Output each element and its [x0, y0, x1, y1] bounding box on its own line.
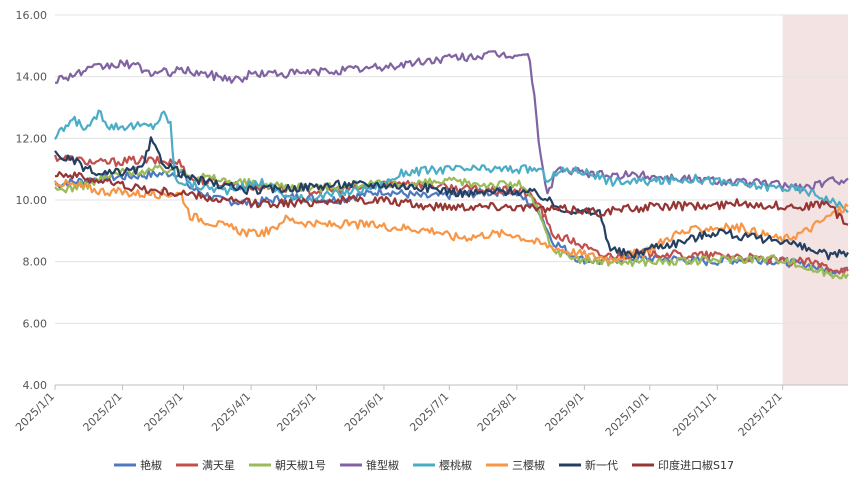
- x-tick-label: 2025/5/1: [274, 390, 318, 434]
- series-line-2: [54, 164, 849, 280]
- series-line-6: [54, 136, 849, 261]
- y-tick-label: 16.00: [16, 9, 48, 22]
- legend-label: 朝天椒1号: [275, 458, 326, 472]
- x-tick-label: 2025/2/1: [81, 390, 125, 434]
- y-tick-label: 10.00: [16, 194, 48, 207]
- series-line-5: [53, 178, 849, 264]
- y-tick-label: 6.00: [23, 317, 48, 330]
- series-line-7: [54, 171, 849, 226]
- x-tick-label: 2025/9/1: [542, 390, 586, 434]
- x-tick-label: 2025/4/1: [209, 390, 253, 434]
- x-axis: 2025/1/1 2025/2/1 2025/3/1 2025/4/1 2025/5/1…: [13, 385, 785, 439]
- legend-label: 满天星: [202, 459, 235, 472]
- series-line-4: [54, 109, 849, 214]
- legend-label: 印度进口椒S17: [658, 458, 734, 472]
- x-tick-label: 2025/6/1: [342, 390, 386, 434]
- x-tick-label: 2025/7/1: [407, 390, 451, 434]
- y-axis: 4.00 6.00 8.00 10.00 12.00 14.00 16.00: [16, 9, 48, 392]
- x-tick-label: 2025/10/1: [603, 390, 652, 439]
- y-tick-label: 4.00: [23, 379, 48, 392]
- y-tick-label: 12.00: [16, 132, 48, 145]
- y-tick-label: 8.00: [23, 256, 48, 269]
- y-tick-label: 14.00: [16, 71, 48, 84]
- series-line-3: [54, 50, 849, 195]
- x-tick-label: 2025/12/1: [736, 390, 785, 439]
- x-tick-label: 2025/11/1: [670, 390, 719, 439]
- legend-label: 艳椒: [140, 458, 162, 472]
- legend: 艳椒 满天星 朝天椒1号 锥型椒 樱桃椒 三樱椒 新一代 印度进口椒S17: [114, 458, 734, 472]
- series-lines: [53, 50, 849, 280]
- x-tick-label: 2025/1/1: [13, 390, 57, 434]
- legend-label: 樱桃椒: [439, 458, 472, 472]
- x-tick-label: 2025/3/1: [142, 390, 186, 434]
- legend-label: 新一代: [585, 458, 618, 472]
- legend-label: 三樱椒: [512, 458, 545, 472]
- x-tick-label: 2025/8/1: [475, 390, 519, 434]
- grid-lines: [55, 14, 848, 386]
- legend-label: 锥型椒: [366, 458, 399, 472]
